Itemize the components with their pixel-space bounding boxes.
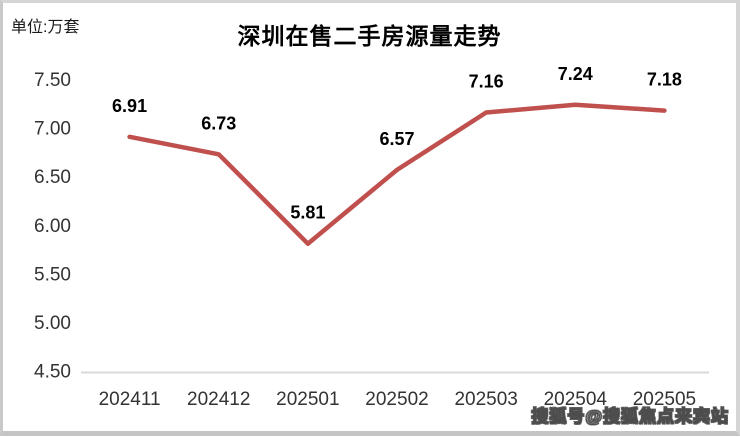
line-chart: 7.50 7.00 6.50 6.00 5.50 5.00 4.50 202411 202412… bbox=[34, 64, 709, 410]
y-tick-label: 6.50 bbox=[34, 167, 71, 188]
data-label: 7.24 bbox=[558, 64, 593, 84]
x-tick-label: 202504 bbox=[544, 389, 608, 410]
x-tick-label: 202505 bbox=[633, 389, 696, 410]
y-tick-label: 7.50 bbox=[34, 70, 71, 91]
x-tick-label: 202502 bbox=[365, 389, 428, 410]
watermark: 搜狐号@搜狐焦点来宾站 bbox=[531, 407, 729, 427]
data-label: 7.16 bbox=[469, 72, 504, 92]
data-label: 7.18 bbox=[647, 70, 682, 90]
chart-title: 深圳在售二手房源量走势 bbox=[237, 23, 502, 49]
y-tick-label: 5.50 bbox=[34, 264, 71, 285]
y-tick-label: 6.00 bbox=[34, 216, 71, 237]
x-tick-label: 202412 bbox=[187, 389, 250, 410]
x-tick-label: 202501 bbox=[276, 389, 339, 410]
y-tick-label: 4.50 bbox=[34, 362, 71, 383]
data-label: 6.73 bbox=[201, 113, 236, 133]
data-label: 6.91 bbox=[112, 96, 147, 116]
x-tick-label: 202411 bbox=[99, 389, 161, 410]
data-label: 6.57 bbox=[379, 129, 414, 149]
y-tick-label: 5.00 bbox=[34, 313, 71, 334]
data-label: 5.81 bbox=[290, 203, 325, 223]
x-tick-label: 202503 bbox=[454, 389, 517, 410]
trend-line bbox=[127, 102, 667, 246]
y-tick-label: 7.00 bbox=[34, 119, 71, 140]
unit-label: 单位:万套 bbox=[11, 19, 80, 36]
